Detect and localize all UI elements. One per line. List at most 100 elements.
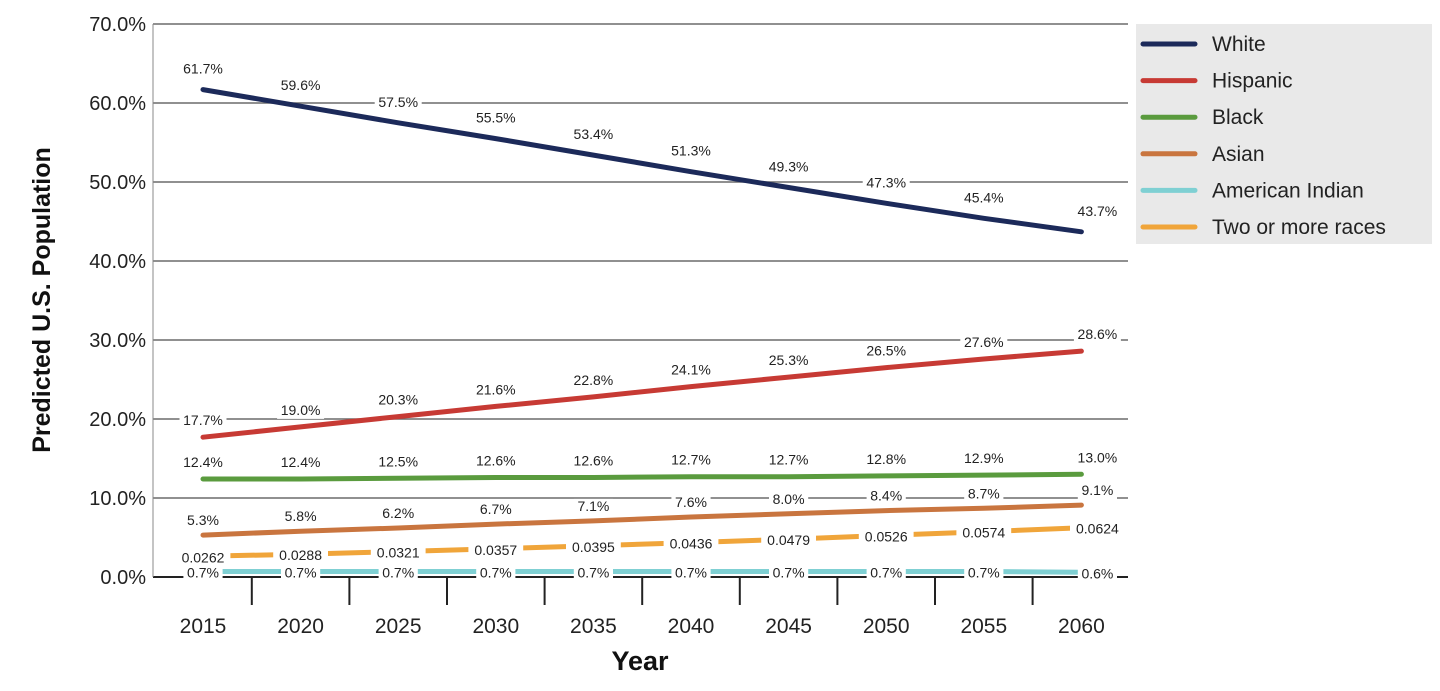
data-label: 55.5% bbox=[476, 110, 516, 126]
data-label: 28.6% bbox=[1078, 326, 1118, 342]
y-tick-label: 20.0% bbox=[89, 409, 146, 431]
data-label: 12.8% bbox=[866, 451, 906, 467]
data-label: 8.7% bbox=[968, 485, 1000, 501]
data-label-bg bbox=[1073, 450, 1121, 467]
data-label: 0.0624 bbox=[1076, 521, 1119, 537]
data-label: 27.6% bbox=[964, 334, 1004, 350]
data-label: 26.5% bbox=[866, 343, 906, 359]
data-label: 12.6% bbox=[476, 452, 516, 468]
data-label-bg bbox=[281, 509, 321, 526]
data-label-bg bbox=[671, 494, 711, 511]
data-label: 12.9% bbox=[964, 450, 1004, 466]
data-label-bg bbox=[472, 382, 520, 399]
data-label: 7.6% bbox=[675, 494, 707, 510]
data-label: 12.7% bbox=[671, 452, 711, 468]
data-label-bg bbox=[472, 110, 520, 127]
data-label-bg bbox=[960, 334, 1008, 351]
data-label: 0.7% bbox=[187, 564, 219, 580]
data-label-bg bbox=[964, 486, 1004, 503]
data-label-bg bbox=[183, 565, 223, 582]
legend-label: American Indian bbox=[1212, 179, 1364, 202]
x-tick-label: 2015 bbox=[180, 615, 227, 638]
data-label: 0.0357 bbox=[474, 542, 517, 558]
y-tick-label: 60.0% bbox=[89, 93, 146, 115]
data-labels: 61.7% 59.6% 57.5% 55.5% 53.4% 51.3% 49.3% 47.3%… bbox=[175, 61, 1125, 583]
data-label-bg bbox=[667, 143, 715, 160]
data-label-bg bbox=[374, 94, 422, 111]
data-label-bg bbox=[476, 565, 516, 582]
data-label: 0.0574 bbox=[962, 525, 1005, 541]
data-label-bg bbox=[667, 362, 715, 379]
data-label-bg bbox=[769, 565, 809, 582]
data-label: 53.4% bbox=[574, 126, 614, 142]
x-tick-label: 2045 bbox=[765, 615, 812, 638]
data-label: 0.0288 bbox=[279, 547, 322, 563]
data-label-bg bbox=[866, 565, 906, 582]
data-label-bg bbox=[862, 175, 910, 192]
data-label: 12.4% bbox=[281, 454, 321, 470]
data-label: 12.6% bbox=[574, 452, 614, 468]
data-label-bg bbox=[374, 454, 422, 471]
data-label: 12.7% bbox=[769, 452, 809, 468]
data-label-bg bbox=[179, 61, 227, 78]
data-label-bg bbox=[378, 565, 418, 582]
legend: White Hispanic Black Asian American Indian Tw… bbox=[1136, 24, 1432, 244]
data-label: 6.7% bbox=[480, 501, 512, 517]
y-tick-label: 0.0% bbox=[100, 567, 146, 589]
data-label: 5.8% bbox=[285, 508, 317, 524]
x-tick-label: 2050 bbox=[863, 615, 910, 638]
data-label: 20.3% bbox=[378, 392, 418, 408]
data-label-bg bbox=[476, 502, 516, 519]
series-line-black bbox=[200, 471, 1084, 482]
y-tick-label: 40.0% bbox=[89, 251, 146, 273]
data-label: 43.7% bbox=[1078, 203, 1118, 219]
data-label-bg bbox=[862, 451, 910, 468]
y-axis-title: Predicted U.S. Population bbox=[28, 147, 56, 453]
data-label: 0.7% bbox=[968, 564, 1000, 580]
data-label-bg bbox=[573, 498, 613, 515]
data-label: 0.7% bbox=[870, 564, 902, 580]
legend-label: Asian bbox=[1212, 143, 1265, 166]
series-lines bbox=[200, 87, 1084, 575]
data-label-bg bbox=[858, 529, 914, 546]
data-label-bg bbox=[1070, 521, 1125, 538]
data-label: 7.1% bbox=[577, 498, 609, 514]
data-label-bg bbox=[183, 513, 223, 530]
data-label: 47.3% bbox=[866, 174, 906, 190]
data-label-bg bbox=[569, 127, 617, 144]
data-label-bg bbox=[569, 372, 617, 389]
data-label: 0.0436 bbox=[670, 536, 713, 552]
data-label-bg bbox=[175, 550, 231, 567]
data-label: 0.0395 bbox=[572, 539, 615, 555]
x-tick-label: 2030 bbox=[472, 615, 519, 638]
series-line-two-or-more-races bbox=[200, 525, 1084, 559]
data-label: 24.1% bbox=[671, 362, 711, 378]
series-line-asian bbox=[200, 502, 1084, 538]
data-label: 0.7% bbox=[480, 564, 512, 580]
data-label: 0.0479 bbox=[767, 532, 810, 548]
data-label-bg bbox=[374, 392, 422, 409]
data-label: 22.8% bbox=[574, 372, 614, 388]
data-label-bg bbox=[1077, 566, 1117, 583]
data-label: 0.7% bbox=[773, 564, 805, 580]
series-line-white bbox=[200, 87, 1084, 235]
x-tick-label: 2025 bbox=[375, 615, 422, 638]
x-tick-label: 2035 bbox=[570, 615, 617, 638]
data-label: 12.4% bbox=[183, 454, 223, 470]
data-label: 5.3% bbox=[187, 512, 219, 528]
data-label-bg bbox=[277, 78, 325, 95]
data-label-bg bbox=[960, 190, 1008, 207]
data-label-bg bbox=[1073, 203, 1121, 220]
data-label-bg bbox=[667, 452, 715, 469]
legend-label: Two or more races bbox=[1212, 216, 1386, 239]
data-label-bg bbox=[765, 353, 813, 370]
data-label-bg bbox=[769, 491, 809, 508]
data-label: 0.0321 bbox=[377, 545, 420, 561]
data-label: 59.6% bbox=[281, 77, 321, 93]
series-line-hispanic bbox=[200, 348, 1084, 440]
legend-label: White bbox=[1212, 33, 1266, 56]
y-tick-label: 10.0% bbox=[89, 488, 146, 510]
data-label: 49.3% bbox=[769, 159, 809, 175]
data-label-bg bbox=[468, 542, 524, 559]
